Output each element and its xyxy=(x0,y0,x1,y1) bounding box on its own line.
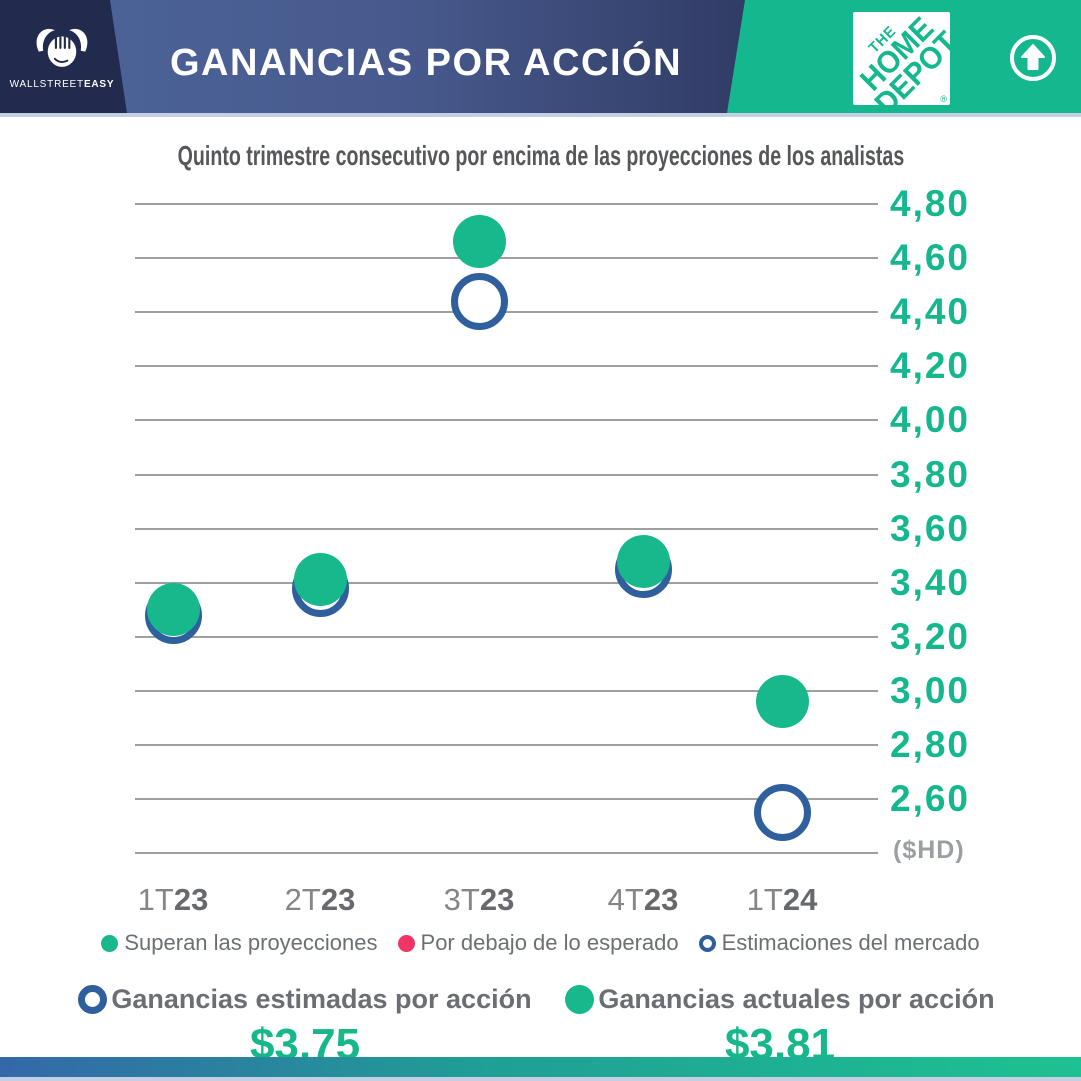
ytick-label: 3,80 xyxy=(890,454,971,495)
registered-trademark: ® xyxy=(940,94,947,104)
y-axis-unit-label: ($HD) xyxy=(893,836,965,865)
x-axis-label-1T23: 1T23 xyxy=(137,882,209,917)
gridline xyxy=(135,852,878,854)
legend-item: Estimaciones del mercado xyxy=(698,930,980,956)
gridline xyxy=(135,311,878,313)
gridline xyxy=(135,419,878,421)
page-title: GANANCIAS POR ACCIÓN xyxy=(170,42,683,84)
legend-dot-icon xyxy=(101,934,119,952)
gridline xyxy=(135,636,878,638)
legend-item: Superan las proyecciones xyxy=(101,930,378,956)
gridline xyxy=(135,690,878,692)
gridline xyxy=(135,257,878,259)
x-axis-label-3T23: 3T23 xyxy=(443,882,515,917)
ytick-label: 2,60 xyxy=(890,778,971,819)
header-divider xyxy=(0,113,1081,117)
ytick-label: 4,60 xyxy=(890,237,971,278)
footer-gradient-bar xyxy=(0,1057,1081,1077)
x-axis-label-4T23: 4T23 xyxy=(607,882,679,917)
arrow-up-icon[interactable] xyxy=(1008,33,1058,83)
x-axis-label-2T23: 2T23 xyxy=(284,882,356,917)
legend-dot-icon xyxy=(397,934,415,952)
actual-point-4T23 xyxy=(616,534,670,588)
gridline xyxy=(135,203,878,205)
estimate-point-1T24 xyxy=(753,784,811,842)
legend-label: Estimaciones del mercado xyxy=(721,930,980,955)
brand-name: WALLSTREETEASY xyxy=(9,79,115,90)
wallstreeteasy-logo: WALLSTREETEASY xyxy=(0,24,124,90)
footer-divider xyxy=(0,1077,1081,1081)
gridline xyxy=(135,798,878,800)
gridline xyxy=(135,744,878,746)
estimate-ring-icon xyxy=(78,985,108,1014)
ytick-label: 4,00 xyxy=(890,399,971,440)
gridline xyxy=(135,365,878,367)
ytick-label: 3,20 xyxy=(890,616,971,657)
actual-dot-icon xyxy=(565,985,595,1014)
actual-point-1T24 xyxy=(755,675,809,729)
gridline xyxy=(135,474,878,476)
ytick-label: 4,20 xyxy=(890,345,971,386)
gridline xyxy=(135,528,878,530)
ytick-label: 2,80 xyxy=(890,724,971,765)
chart-legend: Superan las proyecciones Por debajo de lo… xyxy=(0,930,1081,956)
bull-icon xyxy=(0,24,124,74)
actual-point-3T23 xyxy=(452,215,506,269)
legend-label: Superan las proyecciones xyxy=(124,930,378,955)
estimated-eps-label: Ganancias estimadas por acción xyxy=(111,984,532,1014)
estimate-point-3T23 xyxy=(450,272,508,330)
ytick-label: 3,60 xyxy=(890,508,971,549)
ytick-label: 3,40 xyxy=(890,562,971,603)
home-depot-logo: THE HOME DEPOT ® xyxy=(853,12,950,105)
gridline xyxy=(135,582,878,584)
legend-ring-icon xyxy=(698,934,716,952)
actual-point-2T23 xyxy=(293,553,347,607)
actual-eps-label: Ganancias actuales por acción xyxy=(598,984,995,1014)
actual-point-1T23 xyxy=(146,583,200,637)
legend-item: Por debajo de lo esperado xyxy=(397,930,679,956)
legend-label: Por debajo de lo esperado xyxy=(420,930,679,955)
ytick-label: 4,40 xyxy=(890,291,971,332)
ytick-label: 4,80 xyxy=(890,183,971,224)
x-axis-label-1T24: 1T24 xyxy=(746,882,818,917)
chart-subtitle: Quinto trimestre consecutivo por encima … xyxy=(177,140,904,171)
ytick-label: 3,00 xyxy=(890,670,971,711)
